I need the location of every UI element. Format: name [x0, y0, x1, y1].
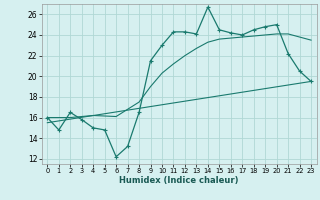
X-axis label: Humidex (Indice chaleur): Humidex (Indice chaleur)	[119, 176, 239, 185]
